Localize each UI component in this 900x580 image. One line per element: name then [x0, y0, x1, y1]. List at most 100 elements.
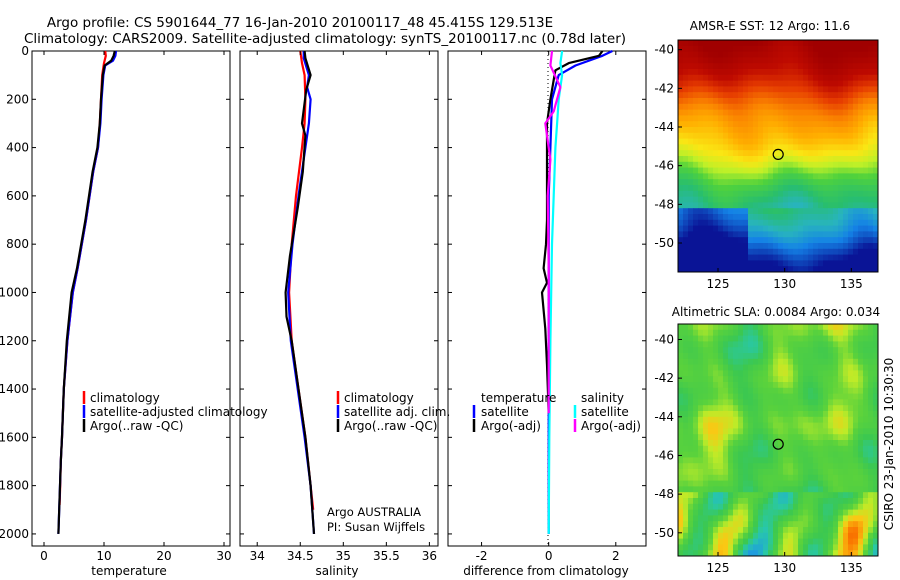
heatmap-cell [858, 57, 864, 64]
heatmap-cell [773, 179, 779, 186]
heatmap-cell [778, 393, 784, 400]
heatmap-cell [783, 231, 789, 238]
heatmap-cell [873, 463, 879, 470]
heatmap-cell [813, 237, 819, 244]
heatmap-cell [723, 185, 729, 192]
heatmap-cell [678, 527, 684, 534]
heatmap-cell [773, 63, 779, 70]
heatmap-cell [823, 498, 829, 505]
heatmap-cell [718, 463, 724, 470]
heatmap-cell [788, 538, 794, 545]
heatmap-cell [713, 144, 719, 151]
heatmap-cell [778, 196, 784, 203]
heatmap-cell [693, 509, 699, 516]
heatmap-cell [783, 422, 789, 429]
heatmap-cell [768, 480, 774, 487]
heatmap-cell [808, 411, 814, 418]
heatmap-cell [793, 179, 799, 186]
heatmap-cell [773, 80, 779, 87]
heatmap-cell [798, 469, 804, 476]
heatmap-cell [823, 370, 829, 377]
heatmap-cell [738, 121, 744, 128]
heatmap-cell [678, 45, 684, 53]
heatmap-cell [708, 103, 714, 111]
heatmap-cell [838, 144, 844, 151]
heatmap-cell [718, 173, 724, 180]
heatmap-cell [703, 353, 709, 360]
heatmap-cell [698, 347, 704, 354]
heatmap-cell [868, 80, 874, 87]
heatmap-cell [803, 457, 809, 464]
heatmap-cell [853, 179, 859, 186]
heatmap-cell [748, 382, 754, 389]
heatmap-cell [678, 254, 684, 261]
heatmap-cell [783, 405, 789, 412]
heatmap-cell [763, 237, 769, 244]
heatmap-cell [773, 463, 779, 470]
heatmap-cell [828, 347, 834, 354]
heatmap-cell [733, 132, 739, 140]
heatmap-cell [708, 208, 714, 215]
heatmap-cell [683, 248, 689, 256]
heatmap-cell [718, 237, 724, 244]
heatmap-cell [728, 190, 734, 198]
heatmap-cell [863, 347, 869, 354]
heatmap-cell [793, 127, 799, 134]
heatmap-cell [708, 503, 714, 511]
heatmap-cell [798, 231, 804, 238]
heatmap-cell [828, 150, 834, 157]
heatmap-cell [828, 127, 834, 134]
heatmap-cell [763, 347, 769, 354]
heatmap-cell [768, 74, 774, 82]
heatmap-cell [703, 121, 709, 128]
heatmap-cell [788, 214, 794, 221]
heatmap-cell [758, 266, 764, 273]
heatmap-cell [798, 74, 804, 82]
heatmap-cell [848, 370, 854, 377]
heatmap-cell [793, 405, 799, 412]
heatmap-cell [758, 202, 764, 209]
heatmap-cell [728, 416, 734, 424]
heatmap-cell [833, 103, 839, 111]
heatmap-cell [833, 324, 839, 331]
heatmap-cell [763, 376, 769, 383]
map-y-tick-label: -40 [654, 332, 674, 346]
heatmap-cell [703, 457, 709, 464]
heatmap-cell [703, 463, 709, 470]
heatmap-cell [743, 405, 749, 412]
heatmap-cell [763, 527, 769, 534]
heatmap-cell [813, 335, 819, 342]
heatmap-cell [728, 469, 734, 476]
heatmap-cell [738, 527, 744, 534]
heatmap-cell [733, 416, 739, 424]
heatmap-cell [763, 382, 769, 389]
heatmap-cell [708, 51, 714, 58]
heatmap-cell [828, 532, 834, 540]
heatmap-cell [738, 231, 744, 238]
heatmap-cell [833, 121, 839, 128]
heatmap-cell [823, 98, 829, 105]
heatmap-cell [853, 167, 859, 174]
heatmap-cell [768, 393, 774, 400]
heatmap-cell [708, 219, 714, 227]
heatmap-cell [693, 503, 699, 511]
heatmap-cell [733, 393, 739, 400]
heatmap-cell [783, 150, 789, 157]
heatmap-cell [788, 109, 794, 116]
heatmap-cell [753, 51, 759, 58]
heatmap-cell [713, 138, 719, 145]
heatmap-cell [743, 457, 749, 464]
heatmap-cell [873, 196, 879, 203]
argo-position-marker [772, 148, 784, 160]
heatmap-cell [693, 179, 699, 186]
heatmap-cell [818, 364, 824, 371]
heatmap-cell [803, 80, 809, 87]
heatmap-cell [703, 127, 709, 134]
heatmap-cell [758, 411, 764, 418]
heatmap-cell [813, 509, 819, 516]
heatmap-cell [683, 45, 689, 53]
heatmap-cell [773, 69, 779, 76]
heatmap-cell [873, 202, 879, 209]
heatmap-cell [868, 202, 874, 209]
heatmap-cell [778, 399, 784, 406]
